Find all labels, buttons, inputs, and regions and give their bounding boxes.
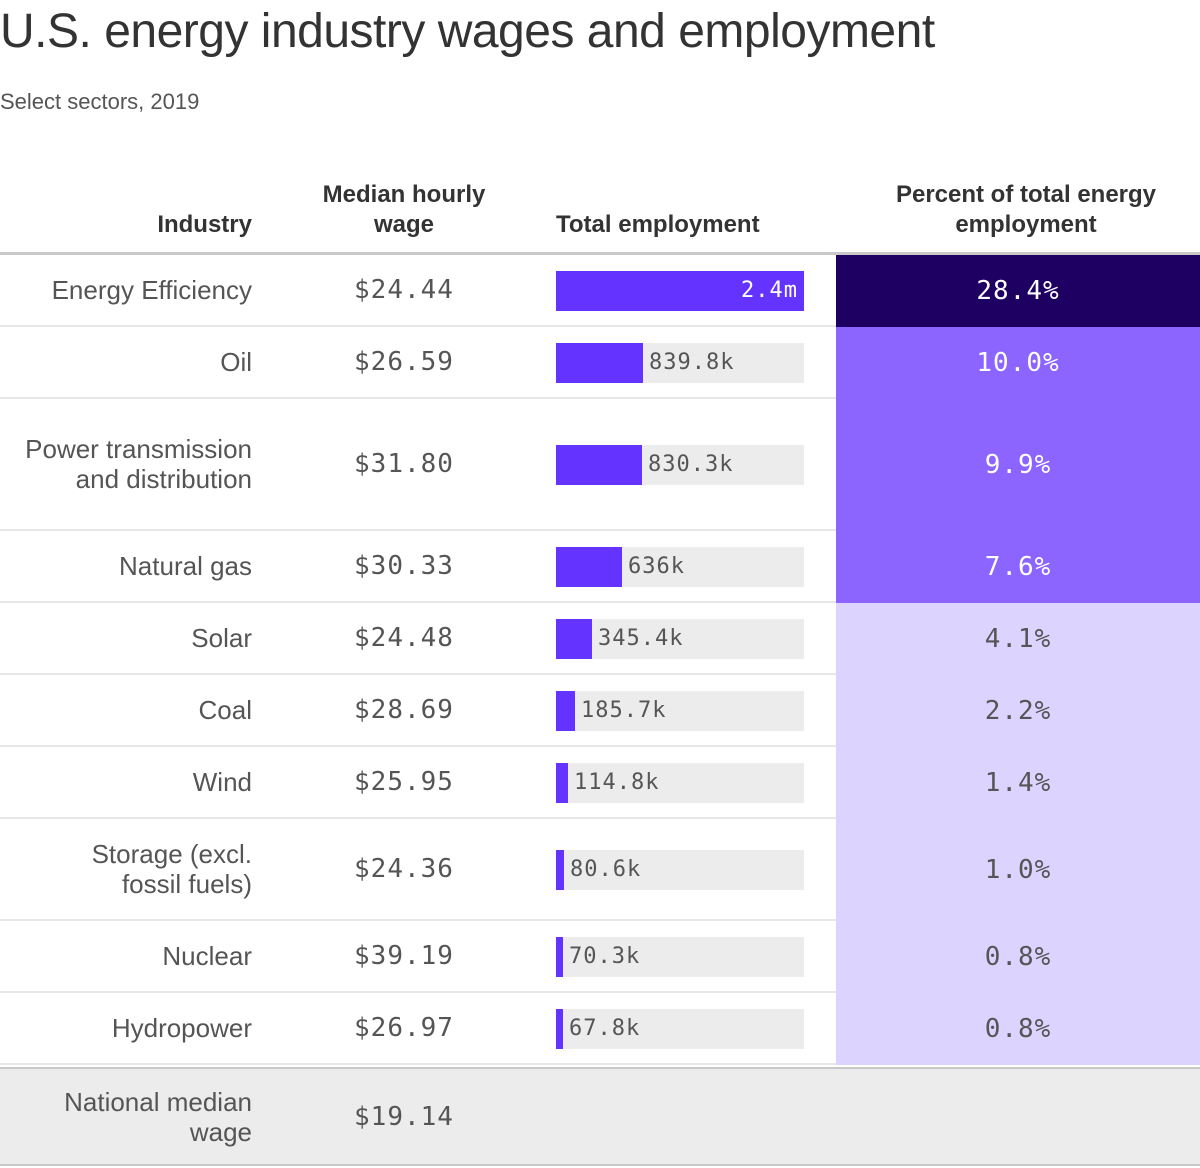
- percent-value: 10.0%: [976, 348, 1060, 378]
- header-divider: [0, 252, 1200, 255]
- industry-label: Power transmission and distribution: [0, 399, 252, 529]
- employment-bar-track: 830.3k: [556, 445, 804, 485]
- employment-label: 2.4m: [741, 278, 798, 303]
- table-body: Energy Efficiency $24.44 2.4m 28.4% Oil $26.5…: [0, 255, 1200, 1065]
- percent-cell: 7.6%: [836, 531, 1200, 603]
- table-row: Solar $24.48 345.4k 4.1%: [0, 603, 1200, 675]
- employment-bar: [556, 850, 564, 890]
- table-row: Coal $28.69 185.7k 2.2%: [0, 675, 1200, 747]
- employment-bar-track: 80.6k: [556, 850, 804, 890]
- industry-label: Coal: [198, 695, 252, 725]
- wage-value: $24.44: [354, 275, 454, 305]
- employment-label: 185.7k: [581, 698, 667, 723]
- industry-label: Natural gas: [119, 551, 252, 581]
- employment-bar-track: 185.7k: [556, 691, 804, 731]
- chart-subtitle: Select sectors, 2019: [0, 89, 200, 114]
- percent-cell: 2.2%: [836, 675, 1200, 747]
- employment-bar: [556, 445, 642, 485]
- employment-bar: [556, 937, 563, 977]
- industry-label: Energy Efficiency: [51, 275, 252, 305]
- employment-label: 70.3k: [569, 944, 641, 969]
- employment-label: 830.3k: [648, 452, 734, 477]
- employment-label: 839.8k: [649, 350, 735, 375]
- industry-label: Wind: [192, 767, 252, 797]
- chart-title: U.S. energy industry wages and employmen…: [0, 5, 935, 58]
- percent-value: 9.9%: [984, 450, 1052, 480]
- employment-bar: [556, 271, 804, 311]
- table-row: Oil $26.59 839.8k 10.0%: [0, 327, 1200, 399]
- wage-value: $31.80: [354, 449, 454, 479]
- employment-bar-track: 839.8k: [556, 343, 804, 383]
- employment-bar: [556, 343, 643, 383]
- footer-wage: $19.14: [354, 1101, 454, 1132]
- employment-bar-track: 70.3k: [556, 937, 804, 977]
- wage-value: $39.19: [354, 941, 454, 971]
- employment-bar: [556, 547, 622, 587]
- employment-bar: [556, 691, 575, 731]
- table-row: Hydropower $26.97 67.8k 0.8%: [0, 993, 1200, 1065]
- column-header-employment: Total employment: [556, 211, 760, 238]
- wage-value: $28.69: [354, 695, 454, 725]
- employment-bar-track: 67.8k: [556, 1009, 804, 1049]
- wage-value: $26.59: [354, 347, 454, 377]
- employment-bar-track: 2.4m: [556, 271, 804, 311]
- industry-label: Hydropower: [111, 1013, 252, 1043]
- employment-label: 345.4k: [598, 626, 684, 651]
- percent-value: 7.6%: [984, 552, 1052, 582]
- industry-label: Nuclear: [162, 941, 252, 971]
- wage-value: $24.36: [354, 854, 454, 884]
- table-row: Natural gas $30.33 636k 7.6%: [0, 531, 1200, 603]
- industry-label-text: Power transmission and distribution: [25, 434, 252, 494]
- percent-cell: 4.1%: [836, 603, 1200, 675]
- employment-bar-track: 636k: [556, 547, 804, 587]
- table-row: Energy Efficiency $24.44 2.4m 28.4%: [0, 255, 1200, 327]
- wage-value: $25.95: [354, 767, 454, 797]
- industry-label: Oil: [220, 347, 252, 377]
- employment-label: 636k: [628, 554, 685, 579]
- table-row: Wind $25.95 114.8k 1.4%: [0, 747, 1200, 819]
- employment-label: 67.8k: [569, 1016, 641, 1041]
- employment-label: 114.8k: [574, 770, 660, 795]
- percent-cell: 1.4%: [836, 747, 1200, 819]
- footer-row: National median wage $19.14: [0, 1067, 1200, 1166]
- employment-bar-track: 114.8k: [556, 763, 804, 803]
- percent-value: 4.1%: [984, 624, 1052, 654]
- wage-value: $24.48: [354, 623, 454, 653]
- table-row: Power transmission and distribution $31.8…: [0, 399, 1200, 531]
- percent-value: 0.8%: [984, 942, 1052, 972]
- percent-cell: 9.9%: [836, 399, 1200, 531]
- wage-value: $30.33: [354, 551, 454, 581]
- percent-cell: 0.8%: [836, 993, 1200, 1065]
- employment-bar: [556, 1009, 563, 1049]
- employment-bar: [556, 763, 568, 803]
- percent-value: 0.8%: [984, 1014, 1052, 1044]
- percent-cell: 10.0%: [836, 327, 1200, 399]
- industry-label: Solar: [191, 623, 252, 653]
- industry-label: Storage (excl. fossil fuels): [0, 819, 252, 919]
- percent-value: 28.4%: [976, 276, 1060, 306]
- percent-value: 1.0%: [984, 855, 1052, 885]
- industry-label-text: Storage (excl. fossil fuels): [91, 839, 252, 899]
- percent-cell: 28.4%: [836, 255, 1200, 327]
- column-header-industry: Industry: [157, 211, 252, 238]
- footer-label: National median wage: [64, 1086, 252, 1147]
- percent-value: 2.2%: [984, 696, 1052, 726]
- table-row: Nuclear $39.19 70.3k 0.8%: [0, 921, 1200, 993]
- column-header-percent: Percent of total energy employment: [895, 181, 1157, 238]
- percent-cell: 0.8%: [836, 921, 1200, 993]
- employment-bar: [556, 619, 592, 659]
- column-header-wage: Median hourly wage: [322, 181, 486, 238]
- percent-cell: 1.0%: [836, 819, 1200, 921]
- table-row: Storage (excl. fossil fuels) $24.36 80.6k 1…: [0, 819, 1200, 921]
- wage-value: $26.97: [354, 1013, 454, 1043]
- percent-value: 1.4%: [984, 768, 1052, 798]
- employment-label: 80.6k: [570, 857, 642, 882]
- employment-bar-track: 345.4k: [556, 619, 804, 659]
